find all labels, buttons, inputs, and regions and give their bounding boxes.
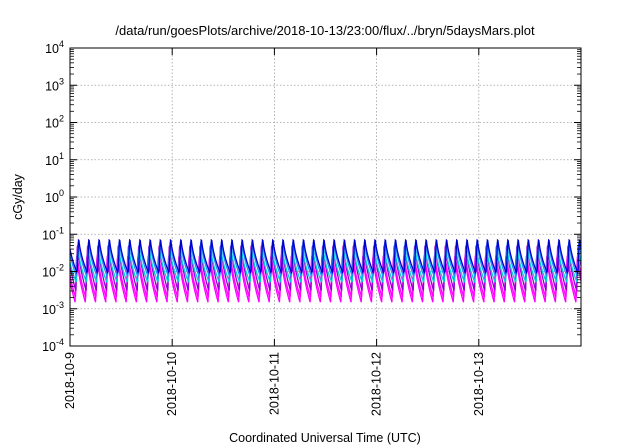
y-tick-label: 10-4 <box>42 337 64 354</box>
grid-layer <box>70 48 581 346</box>
chart-title: /data/run/goesPlots/archive/2018-10-13/2… <box>115 23 535 38</box>
series-layer <box>69 238 582 303</box>
x-tick-label: 2018-10-12 <box>370 352 384 416</box>
x-tick-label: 2018-10-11 <box>267 352 281 415</box>
x-tick-label: 2018-10-13 <box>472 352 486 416</box>
x-tick-label: 2018-10-9 <box>63 352 77 409</box>
x-tick-labels: 2018-10-9 2018-10-10 2018-10-11 2018-10-12 2… <box>63 352 486 416</box>
x-axis-label: Coordinated Universal Time (UTC) <box>229 431 421 445</box>
y-tick-label: 10-2 <box>42 263 64 280</box>
y-tick-label: 102 <box>45 114 64 131</box>
series-line <box>69 238 582 275</box>
series-line <box>69 241 582 278</box>
y-tick-label: 10-3 <box>42 300 64 317</box>
x-tick-label: 2018-10-10 <box>165 352 179 416</box>
y-axis-label: cGy/day <box>11 173 25 220</box>
y-tick-label: 103 <box>45 76 64 93</box>
y-tick-label: 10-1 <box>42 225 64 242</box>
tick-layer <box>69 47 581 347</box>
y-tick-labels: 104 103 102 101 100 10-1 10-2 10-3 10-4 <box>42 39 64 354</box>
y-tick-label: 104 <box>45 39 64 56</box>
y-tick-label: 100 <box>45 188 64 205</box>
y-tick-label: 101 <box>45 151 64 168</box>
